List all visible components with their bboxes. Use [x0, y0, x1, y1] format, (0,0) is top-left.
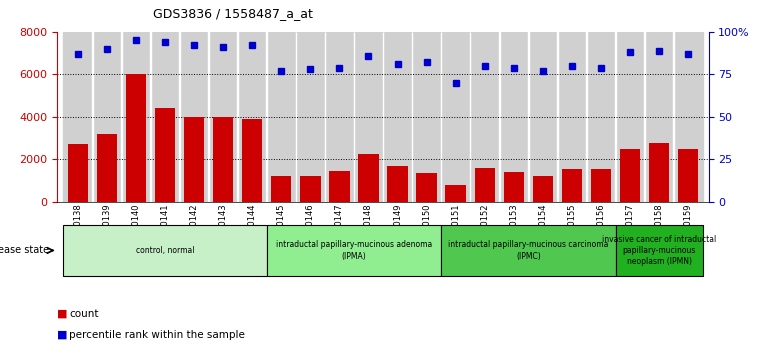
Bar [67, 144, 88, 202]
Bar [179, 32, 208, 202]
Bar [184, 117, 205, 202]
Bar [296, 32, 325, 202]
Bar [417, 173, 437, 202]
Bar [383, 32, 412, 202]
Text: count: count [69, 309, 99, 319]
Bar [591, 169, 611, 202]
Bar [208, 32, 237, 202]
Bar [649, 143, 669, 202]
Bar [616, 32, 645, 202]
Text: disease state: disease state [0, 245, 49, 256]
Bar [267, 32, 296, 202]
Bar [412, 32, 441, 202]
Bar [475, 168, 495, 202]
Text: GDS3836 / 1558487_a_at: GDS3836 / 1558487_a_at [153, 7, 313, 20]
Bar [155, 108, 175, 202]
Bar [678, 149, 699, 202]
Bar [446, 185, 466, 202]
Bar [620, 149, 640, 202]
Bar [121, 32, 150, 202]
Text: invasive cancer of intraductal
papillary-mucinous
neoplasm (IPMN): invasive cancer of intraductal papillary… [602, 235, 716, 266]
Bar [499, 32, 529, 202]
Bar [673, 32, 702, 202]
Bar [441, 225, 616, 276]
Bar [237, 32, 267, 202]
Bar [97, 134, 117, 202]
Bar [93, 32, 121, 202]
Bar [558, 32, 587, 202]
Bar [561, 169, 582, 202]
Bar [587, 32, 616, 202]
Bar [529, 32, 558, 202]
Bar [242, 119, 263, 202]
Bar [388, 166, 408, 202]
Bar [532, 176, 553, 202]
Bar [300, 176, 320, 202]
Bar [325, 32, 354, 202]
Text: intraductal papillary-mucinous carcinoma
(IPMC): intraductal papillary-mucinous carcinoma… [448, 240, 608, 261]
Text: percentile rank within the sample: percentile rank within the sample [69, 330, 245, 340]
Bar [213, 117, 234, 202]
Bar [441, 32, 470, 202]
Bar [64, 225, 267, 276]
Bar [150, 32, 179, 202]
Bar [503, 172, 524, 202]
Bar [271, 176, 291, 202]
Bar [126, 74, 146, 202]
Bar [616, 225, 702, 276]
Bar [329, 171, 349, 202]
Bar [354, 32, 383, 202]
Bar [358, 154, 378, 202]
Bar [470, 32, 499, 202]
Bar [267, 225, 441, 276]
Bar [64, 32, 93, 202]
Text: control, normal: control, normal [136, 246, 195, 255]
Text: intraductal papillary-mucinous adenoma
(IPMA): intraductal papillary-mucinous adenoma (… [276, 240, 432, 261]
Bar [645, 32, 673, 202]
Text: ■: ■ [57, 330, 68, 340]
Text: ■: ■ [57, 309, 68, 319]
